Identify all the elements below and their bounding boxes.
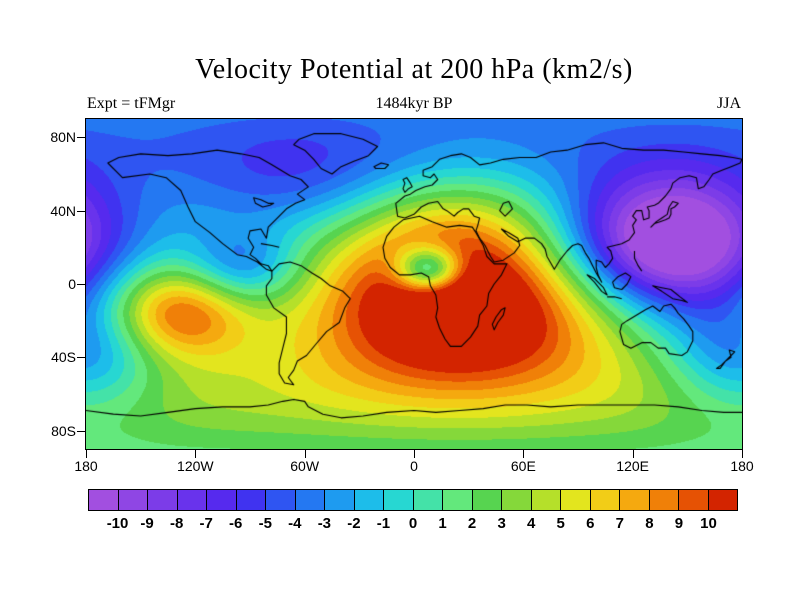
colorbar-tick-label: -4 xyxy=(288,515,302,532)
time-label: 1484kyr BP xyxy=(375,95,453,112)
lon-tick-mark xyxy=(304,450,306,458)
lat-tick-mark xyxy=(77,430,85,432)
colorbar-tick-label: 6 xyxy=(586,515,595,532)
map-canvas xyxy=(86,119,742,449)
colorbar-tick-label: 5 xyxy=(556,515,565,532)
colorbar-cell xyxy=(176,490,206,510)
colorbar: -10 -9 -8 -7 -6 -5 -4 -3 -2 -1 0 1 2 3 4 5 6 7 8 9 10 xyxy=(88,489,738,532)
colorbar-tick-label: 8 xyxy=(645,515,654,532)
colorbar-cell xyxy=(442,490,472,510)
colorbar-cell xyxy=(412,490,442,510)
colorbar-cell xyxy=(589,490,619,510)
lon-tick-label: 180 xyxy=(730,458,754,474)
lon-tick-mark xyxy=(742,450,743,458)
colorbar-tick-label: 3 xyxy=(497,515,506,532)
lat-tick-mark xyxy=(77,284,85,285)
colorbar-cell xyxy=(383,490,413,510)
season-label: JJA xyxy=(716,95,741,112)
colorbar-cell xyxy=(707,490,737,510)
lon-tick-mark xyxy=(632,450,634,458)
colorbar-tick-label: -8 xyxy=(169,515,184,532)
colorbar-tick-label: -2 xyxy=(347,515,361,532)
lon-tick-mark xyxy=(195,450,197,458)
colorbar-tick-label: -3 xyxy=(317,515,332,532)
map-frame: 80N 40N 0 40S 80S 180 120W 60W 0 60E 120E 180 xyxy=(50,118,754,474)
colorbar-tick-label: -7 xyxy=(199,515,213,532)
colorbar-cell xyxy=(265,490,295,510)
colorbar-cell xyxy=(147,490,177,510)
lat-tick-label: 80N xyxy=(50,129,76,146)
lon-tick-mark xyxy=(523,450,525,458)
colorbar-cell xyxy=(648,490,678,510)
colorbar-labels: -10 -9 -8 -7 -6 -5 -4 -3 -2 -1 0 1 2 3 4 5 6 7 8 9 10 xyxy=(88,511,738,533)
colorbar-tick-label: 7 xyxy=(615,515,624,532)
colorbar-tick-label: -5 xyxy=(258,515,272,532)
page-title: Velocity Potential at 200 hPa (km2/s) xyxy=(195,54,633,85)
lat-tick-label: 40N xyxy=(50,202,76,219)
colorbar-cell xyxy=(530,490,560,510)
colorbar-tick-label: 9 xyxy=(674,515,684,532)
colorbar-cell xyxy=(89,490,118,510)
lon-tick-label: 0 xyxy=(410,458,418,474)
colorbar-tick-label: 0 xyxy=(408,515,418,532)
lat-tick-mark xyxy=(77,357,85,359)
colorbar-tick-label: 2 xyxy=(467,515,477,532)
lat-tick-label: 0 xyxy=(68,276,76,292)
lon-tick-label: 60E xyxy=(510,458,536,474)
lon-tick-mark xyxy=(414,450,415,458)
colorbar-tick-label: -6 xyxy=(229,515,243,532)
colorbar-cell xyxy=(235,490,265,510)
colorbar-cells xyxy=(88,489,738,511)
colorbar-tick-label: 10 xyxy=(700,515,717,532)
colorbar-tick-label: -1 xyxy=(376,515,391,532)
colorbar-cell xyxy=(206,490,236,510)
colorbar-tick-label: 4 xyxy=(527,515,536,532)
colorbar-cell xyxy=(619,490,649,510)
colorbar-cell xyxy=(471,490,501,510)
lat-tick-label: 80S xyxy=(51,422,76,439)
colorbar-cell xyxy=(353,490,383,510)
lon-tick-label: 60W xyxy=(290,458,320,474)
colorbar-cell xyxy=(501,490,531,510)
lat-tick-label: 40S xyxy=(51,349,76,366)
colorbar-cell xyxy=(324,490,354,510)
lon-tick-mark xyxy=(86,450,87,458)
lat-tick-mark xyxy=(77,137,85,139)
colorbar-tick-label: -9 xyxy=(140,515,154,532)
colorbar-cell xyxy=(560,490,590,510)
lat-tick-mark xyxy=(77,210,85,212)
lon-tick-label: 120E xyxy=(616,458,650,474)
colorbar-cell xyxy=(117,490,147,510)
lon-tick-label: 120W xyxy=(177,458,214,474)
colorbar-tick-label: -10 xyxy=(106,515,129,532)
colorbar-tick-label: 1 xyxy=(438,515,447,532)
experiment-label: Expt = tFMgr xyxy=(87,95,176,112)
lon-tick-label: 180 xyxy=(74,458,98,474)
colorbar-cell xyxy=(294,490,324,510)
colorbar-cell xyxy=(678,490,708,510)
subtitle-row: Expt = tFMgr 1484kyr BP JJA xyxy=(85,95,743,115)
